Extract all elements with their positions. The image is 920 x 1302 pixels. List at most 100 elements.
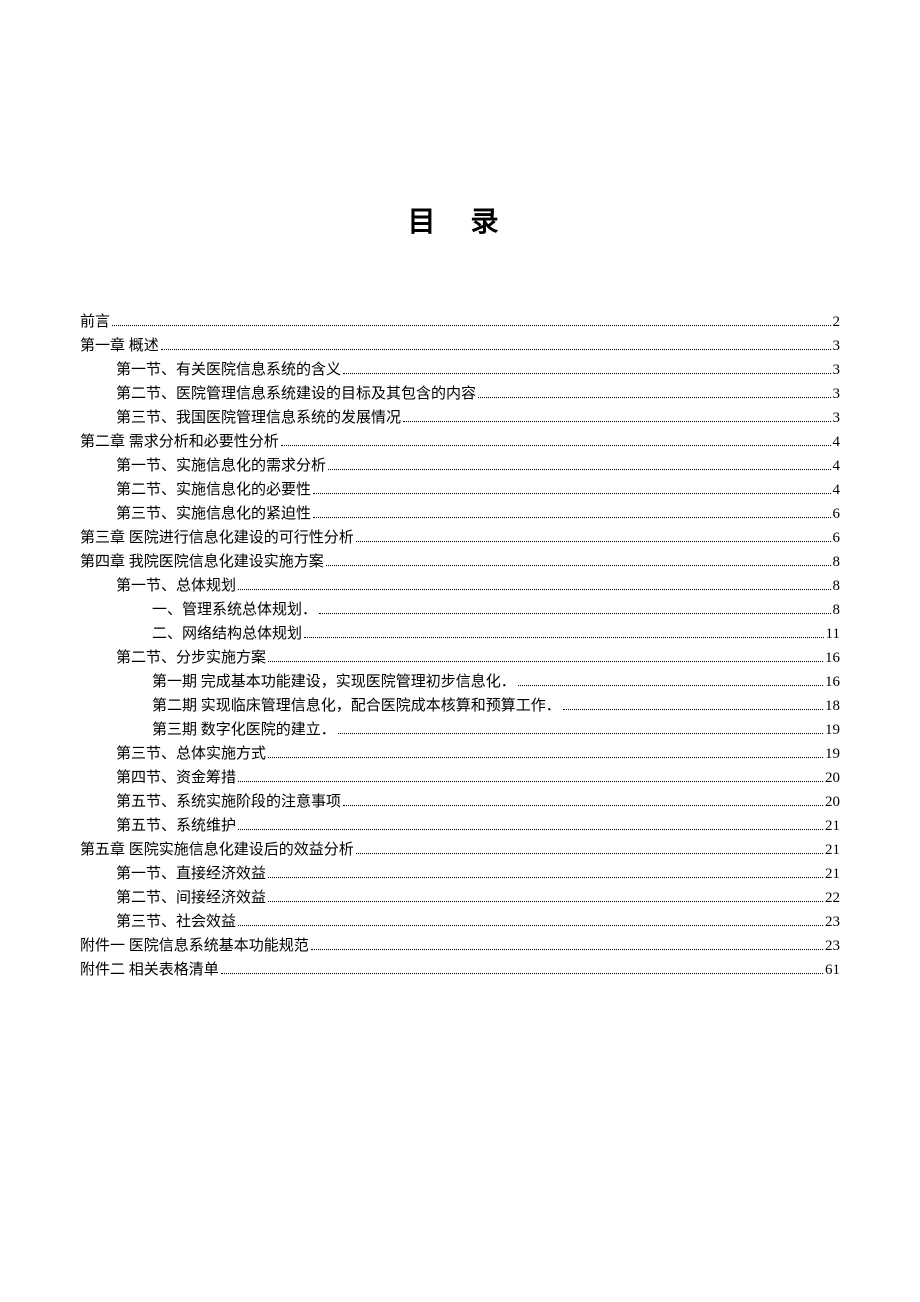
toc-entry-page: 4 [833, 478, 841, 502]
toc-entry: 第三节、社会效益 23 [80, 910, 840, 934]
toc-entry-text: 第三节、实施信息化的紧迫性 [116, 502, 311, 526]
toc-leader-dots [311, 949, 823, 950]
toc-entry: 第一章 概述 3 [80, 334, 840, 358]
toc-entry-text: 第二期 实现临床管理信息化，配合医院成本核算和预算工作． [152, 694, 561, 718]
toc-entry-page: 19 [825, 742, 840, 766]
toc-entry-page: 6 [833, 526, 841, 550]
toc-entry-page: 16 [825, 670, 840, 694]
toc-entry: 第一节、总体规划 8 [80, 574, 840, 598]
toc-entry: 第一节、直接经济效益 21 [80, 862, 840, 886]
toc-entry-text: 一、管理系统总体规划． [152, 598, 317, 622]
toc-entry: 一、管理系统总体规划． 8 [80, 598, 840, 622]
toc-entry: 第三节、实施信息化的紧迫性6 [80, 502, 840, 526]
toc-entry-text: 第二节、实施信息化的必要性 [116, 478, 311, 502]
toc-entry: 附件一 医院信息系统基本功能规范 23 [80, 934, 840, 958]
toc-entry-page: 20 [825, 766, 840, 790]
toc-leader-dots [478, 397, 830, 398]
toc-entry: 第五章 医院实施信息化建设后的效益分析21 [80, 838, 840, 862]
toc-entry-page: 8 [833, 598, 841, 622]
toc-entry-text: 第四章 我院医院信息化建设实施方案 [80, 550, 324, 574]
toc-entry-text: 第一节、总体规划 [116, 574, 236, 598]
toc-entry: 第三期 数字化医院的建立． 19 [80, 718, 840, 742]
toc-entry-text: 第五节、系统维护 [116, 814, 236, 838]
toc-entry-page: 23 [825, 910, 840, 934]
toc-leader-dots [238, 829, 823, 830]
toc-leader-dots [238, 781, 823, 782]
toc-entry: 第一期 完成基本功能建设，实现医院管理初步信息化． 16 [80, 670, 840, 694]
toc-entry-page: 3 [833, 406, 841, 430]
toc-leader-dots [221, 973, 823, 974]
toc-leader-dots [343, 805, 823, 806]
toc-entry-text: 第二节、分步实施方案 [116, 646, 266, 670]
toc-entry: 第四章 我院医院信息化建设实施方案 8 [80, 550, 840, 574]
toc-entry-text: 第三期 数字化医院的建立． [152, 718, 336, 742]
toc-leader-dots [161, 349, 831, 350]
toc-leader-dots [268, 901, 823, 902]
toc-entry-page: 8 [833, 550, 841, 574]
toc-leader-dots [281, 445, 831, 446]
toc-title: 目 录 [80, 200, 840, 240]
toc-leader-dots [518, 685, 823, 686]
toc-entry-page: 23 [825, 934, 840, 958]
toc-entry-page: 2 [833, 310, 841, 334]
toc-entry: 第四节、资金筹措20 [80, 766, 840, 790]
toc-entry: 前言 2 [80, 310, 840, 334]
toc-leader-dots [319, 613, 830, 614]
toc-leader-dots [304, 637, 824, 638]
toc-leader-dots [338, 733, 823, 734]
toc-entry-page: 19 [825, 718, 840, 742]
toc-entry-page: 20 [825, 790, 840, 814]
toc-entry: 第五节、系统实施阶段的注意事项20 [80, 790, 840, 814]
toc-entry: 第一节、有关医院信息系统的含义 3 [80, 358, 840, 382]
toc-entry-page: 16 [825, 646, 840, 670]
toc-list: 前言2第一章 概述3第一节、有关医院信息系统的含义3第二节、医院管理信息系统建设… [80, 310, 840, 982]
toc-entry-text: 第一节、实施信息化的需求分析 [116, 454, 326, 478]
toc-entry-text: 第二节、医院管理信息系统建设的目标及其包含的内容 [116, 382, 476, 406]
toc-entry: 附件二 相关表格清单61 [80, 958, 840, 982]
toc-entry-page: 61 [825, 958, 840, 982]
toc-entry: 二、网络结构总体规划 11 [80, 622, 840, 646]
toc-entry-page: 21 [825, 862, 840, 886]
toc-entry-page: 11 [826, 622, 840, 646]
toc-entry-page: 8 [833, 574, 841, 598]
toc-leader-dots [403, 421, 830, 422]
toc-entry-page: 21 [825, 814, 840, 838]
toc-leader-dots [112, 325, 830, 326]
toc-entry-text: 第一节、有关医院信息系统的含义 [116, 358, 341, 382]
toc-entry-text: 第二节、间接经济效益 [116, 886, 266, 910]
toc-leader-dots [313, 517, 830, 518]
toc-entry: 第三节、我国医院管理信息系统的发展情况 3 [80, 406, 840, 430]
toc-leader-dots [356, 541, 831, 542]
toc-leader-dots [313, 493, 830, 494]
toc-entry-page: 3 [833, 358, 841, 382]
toc-entry: 第二节、医院管理信息系统建设的目标及其包含的内容 3 [80, 382, 840, 406]
toc-entry-text: 第三节、社会效益 [116, 910, 236, 934]
toc-entry-page: 21 [825, 838, 840, 862]
toc-entry-text: 第三章 医院进行信息化建设的可行性分析 [80, 526, 354, 550]
toc-entry-text: 第三节、我国医院管理信息系统的发展情况 [116, 406, 401, 430]
toc-entry-page: 3 [833, 382, 841, 406]
document-page: 目 录 前言2第一章 概述3第一节、有关医院信息系统的含义3第二节、医院管理信息… [0, 0, 920, 1062]
toc-entry: 第二节、实施信息化的必要性 4 [80, 478, 840, 502]
toc-entry-text: 第一期 完成基本功能建设，实现医院管理初步信息化． [152, 670, 516, 694]
toc-leader-dots [343, 373, 830, 374]
toc-entry-text: 第三节、总体实施方式 [116, 742, 266, 766]
toc-entry: 第一节、实施信息化的需求分析 4 [80, 454, 840, 478]
toc-entry-text: 附件一 医院信息系统基本功能规范 [80, 934, 309, 958]
toc-entry-text: 前言 [80, 310, 110, 334]
toc-entry-page: 22 [825, 886, 840, 910]
toc-entry-text: 第二章 需求分析和必要性分析 [80, 430, 279, 454]
toc-entry-page: 4 [833, 454, 841, 478]
toc-entry-text: 二、网络结构总体规划 [152, 622, 302, 646]
toc-entry-page: 3 [833, 334, 841, 358]
toc-entry-page: 4 [833, 430, 841, 454]
toc-entry-text: 第一节、直接经济效益 [116, 862, 266, 886]
toc-entry: 第二期 实现临床管理信息化，配合医院成本核算和预算工作． 18 [80, 694, 840, 718]
toc-entry: 第二章 需求分析和必要性分析 4 [80, 430, 840, 454]
toc-entry: 第三节、总体实施方式 19 [80, 742, 840, 766]
toc-entry-text: 第一章 概述 [80, 334, 159, 358]
toc-leader-dots [328, 469, 830, 470]
toc-entry: 第二节、间接经济效益 22 [80, 886, 840, 910]
toc-leader-dots [563, 709, 823, 710]
toc-entry-page: 18 [825, 694, 840, 718]
